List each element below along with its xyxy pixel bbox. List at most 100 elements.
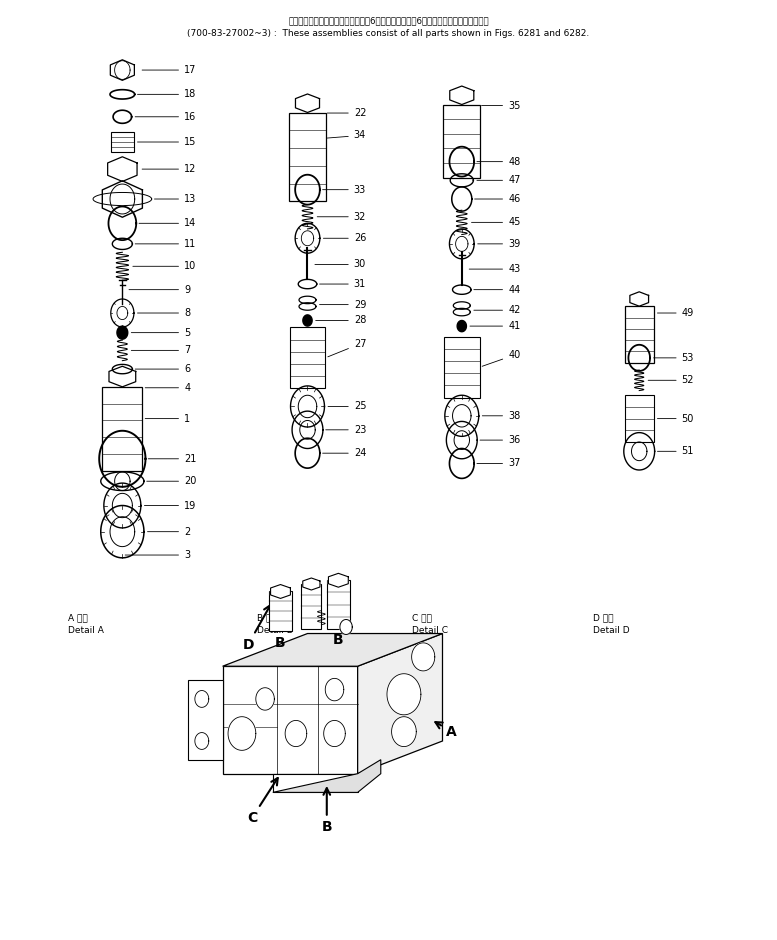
- Polygon shape: [110, 89, 134, 99]
- Text: 30: 30: [315, 259, 366, 270]
- Polygon shape: [273, 760, 381, 792]
- Polygon shape: [629, 345, 650, 371]
- Text: 26: 26: [323, 233, 366, 243]
- Polygon shape: [303, 315, 312, 326]
- Polygon shape: [624, 432, 655, 470]
- Polygon shape: [301, 231, 314, 245]
- Text: 50: 50: [657, 414, 694, 424]
- Polygon shape: [452, 404, 471, 427]
- Polygon shape: [451, 187, 472, 212]
- Bar: [290, 327, 326, 388]
- Text: C 詳細: C 詳細: [412, 613, 431, 622]
- Text: B: B: [275, 592, 286, 650]
- Polygon shape: [449, 448, 474, 478]
- Polygon shape: [195, 732, 209, 749]
- Text: 37: 37: [477, 459, 521, 468]
- Text: 35: 35: [482, 101, 521, 111]
- Polygon shape: [324, 720, 345, 746]
- Polygon shape: [117, 326, 127, 339]
- Text: 5: 5: [131, 328, 190, 337]
- Polygon shape: [453, 308, 470, 316]
- Polygon shape: [632, 442, 647, 461]
- Polygon shape: [113, 110, 131, 123]
- Polygon shape: [450, 86, 474, 104]
- Text: 43: 43: [469, 264, 521, 274]
- Polygon shape: [195, 691, 209, 707]
- Polygon shape: [630, 291, 649, 306]
- Polygon shape: [108, 157, 137, 181]
- Text: 13: 13: [155, 194, 197, 204]
- Polygon shape: [329, 573, 348, 588]
- Text: Detail C: Detail C: [412, 626, 448, 635]
- Text: 40: 40: [483, 350, 521, 367]
- Polygon shape: [104, 483, 141, 528]
- Polygon shape: [256, 688, 274, 710]
- Polygon shape: [453, 302, 470, 309]
- Text: Detail D: Detail D: [593, 626, 629, 635]
- Polygon shape: [109, 207, 136, 240]
- Polygon shape: [117, 306, 127, 320]
- Text: 8: 8: [138, 308, 190, 318]
- Polygon shape: [455, 236, 468, 251]
- Text: C: C: [247, 778, 277, 825]
- Text: 33: 33: [322, 184, 366, 195]
- Polygon shape: [291, 386, 325, 427]
- Polygon shape: [295, 175, 320, 205]
- Polygon shape: [303, 578, 320, 590]
- Bar: [444, 337, 479, 398]
- Polygon shape: [340, 619, 352, 634]
- Polygon shape: [457, 321, 466, 332]
- Polygon shape: [101, 472, 144, 491]
- Text: 31: 31: [319, 279, 366, 289]
- Text: 11: 11: [135, 239, 197, 249]
- Bar: [443, 104, 480, 178]
- Text: 48: 48: [477, 157, 521, 166]
- Text: 6: 6: [135, 364, 190, 374]
- Polygon shape: [295, 94, 319, 113]
- Bar: [301, 584, 322, 629]
- Text: 17: 17: [142, 65, 197, 75]
- Polygon shape: [110, 517, 134, 547]
- Text: A: A: [435, 722, 457, 739]
- Text: 7: 7: [131, 345, 190, 355]
- Text: 15: 15: [138, 137, 197, 147]
- Text: 53: 53: [653, 352, 694, 363]
- Text: 10: 10: [133, 261, 197, 272]
- Polygon shape: [449, 147, 474, 177]
- Text: 39: 39: [478, 239, 521, 249]
- Text: 2: 2: [148, 526, 190, 537]
- Polygon shape: [444, 395, 479, 436]
- Polygon shape: [111, 299, 134, 327]
- Text: 19: 19: [145, 500, 197, 510]
- Text: Detail B: Detail B: [257, 626, 293, 635]
- Text: A 詳細: A 詳細: [68, 613, 88, 622]
- Polygon shape: [326, 679, 343, 701]
- Bar: [269, 591, 292, 631]
- Bar: [625, 395, 654, 442]
- Polygon shape: [292, 411, 323, 448]
- Polygon shape: [188, 681, 223, 760]
- Text: 47: 47: [477, 176, 521, 185]
- Text: D 詳細: D 詳細: [593, 613, 613, 622]
- Polygon shape: [109, 367, 136, 387]
- Polygon shape: [446, 421, 477, 459]
- Text: 14: 14: [139, 218, 197, 228]
- Polygon shape: [295, 224, 320, 253]
- Text: 34: 34: [327, 131, 366, 140]
- Text: 1: 1: [145, 414, 190, 424]
- Text: 23: 23: [326, 425, 366, 435]
- Text: 12: 12: [142, 164, 197, 174]
- Polygon shape: [115, 61, 130, 79]
- Bar: [103, 387, 142, 471]
- Text: 24: 24: [322, 448, 366, 458]
- Polygon shape: [298, 395, 317, 417]
- Text: B: B: [322, 788, 332, 835]
- Text: 21: 21: [148, 454, 197, 463]
- Text: 44: 44: [474, 285, 521, 294]
- Text: 49: 49: [657, 308, 694, 318]
- Text: 25: 25: [328, 401, 366, 412]
- Bar: [289, 113, 326, 201]
- Bar: [327, 580, 350, 629]
- Polygon shape: [101, 506, 144, 557]
- Polygon shape: [103, 180, 142, 217]
